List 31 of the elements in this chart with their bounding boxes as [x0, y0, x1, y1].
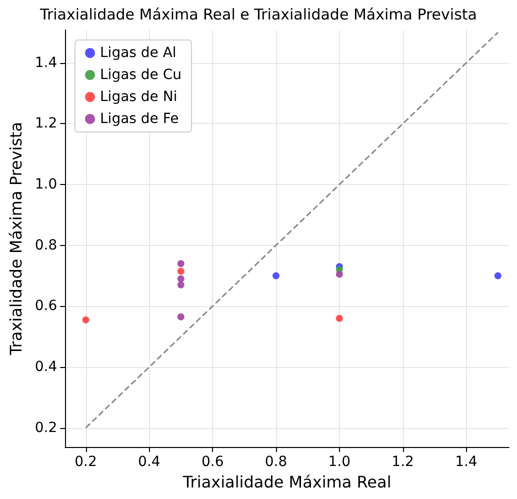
- y-tick-label: 1.2: [34, 116, 58, 132]
- legend-label: Ligas de Fe: [100, 111, 179, 127]
- y-tick-label: 0.4: [34, 359, 58, 376]
- point: [272, 272, 280, 280]
- point: [177, 275, 184, 282]
- y-tick-label: 0.8: [34, 237, 58, 254]
- x-tick-label: 1.4: [455, 454, 478, 470]
- x-tick-label: 1.2: [392, 454, 414, 470]
- y-tick-label: 1.4: [34, 54, 58, 71]
- x-axis-title: Triaxialidade Máxima Real: [182, 472, 392, 492]
- legend-label: Ligas de Al: [100, 45, 176, 61]
- point: [177, 268, 184, 275]
- x-tick-label: 0.6: [201, 454, 224, 470]
- x-tick-label: 0.4: [138, 454, 160, 470]
- y-tick-label: 0.2: [34, 420, 58, 436]
- point: [494, 272, 502, 280]
- x-tick-label: 0.2: [74, 454, 97, 470]
- point: [336, 314, 343, 322]
- point: [177, 313, 184, 320]
- chart-title: Triaxialidade Máxima Real e Triaxialidade Máxima Prevista: [39, 6, 477, 24]
- legend-label: Ligas de Cu: [100, 67, 182, 83]
- point: [82, 316, 90, 324]
- point: [336, 270, 343, 278]
- point: [177, 260, 184, 268]
- y-tick-label: 1.0: [34, 176, 58, 193]
- legend-label: Ligas de Ni: [100, 89, 178, 105]
- y-axis-title: Traxialidade Máxima Prevista: [6, 122, 26, 356]
- y-tick-label: 0.6: [34, 298, 58, 314]
- x-tick-label: 0.8: [264, 454, 288, 470]
- x-tick-label: 1.0: [328, 454, 351, 470]
- point: [177, 281, 184, 288]
